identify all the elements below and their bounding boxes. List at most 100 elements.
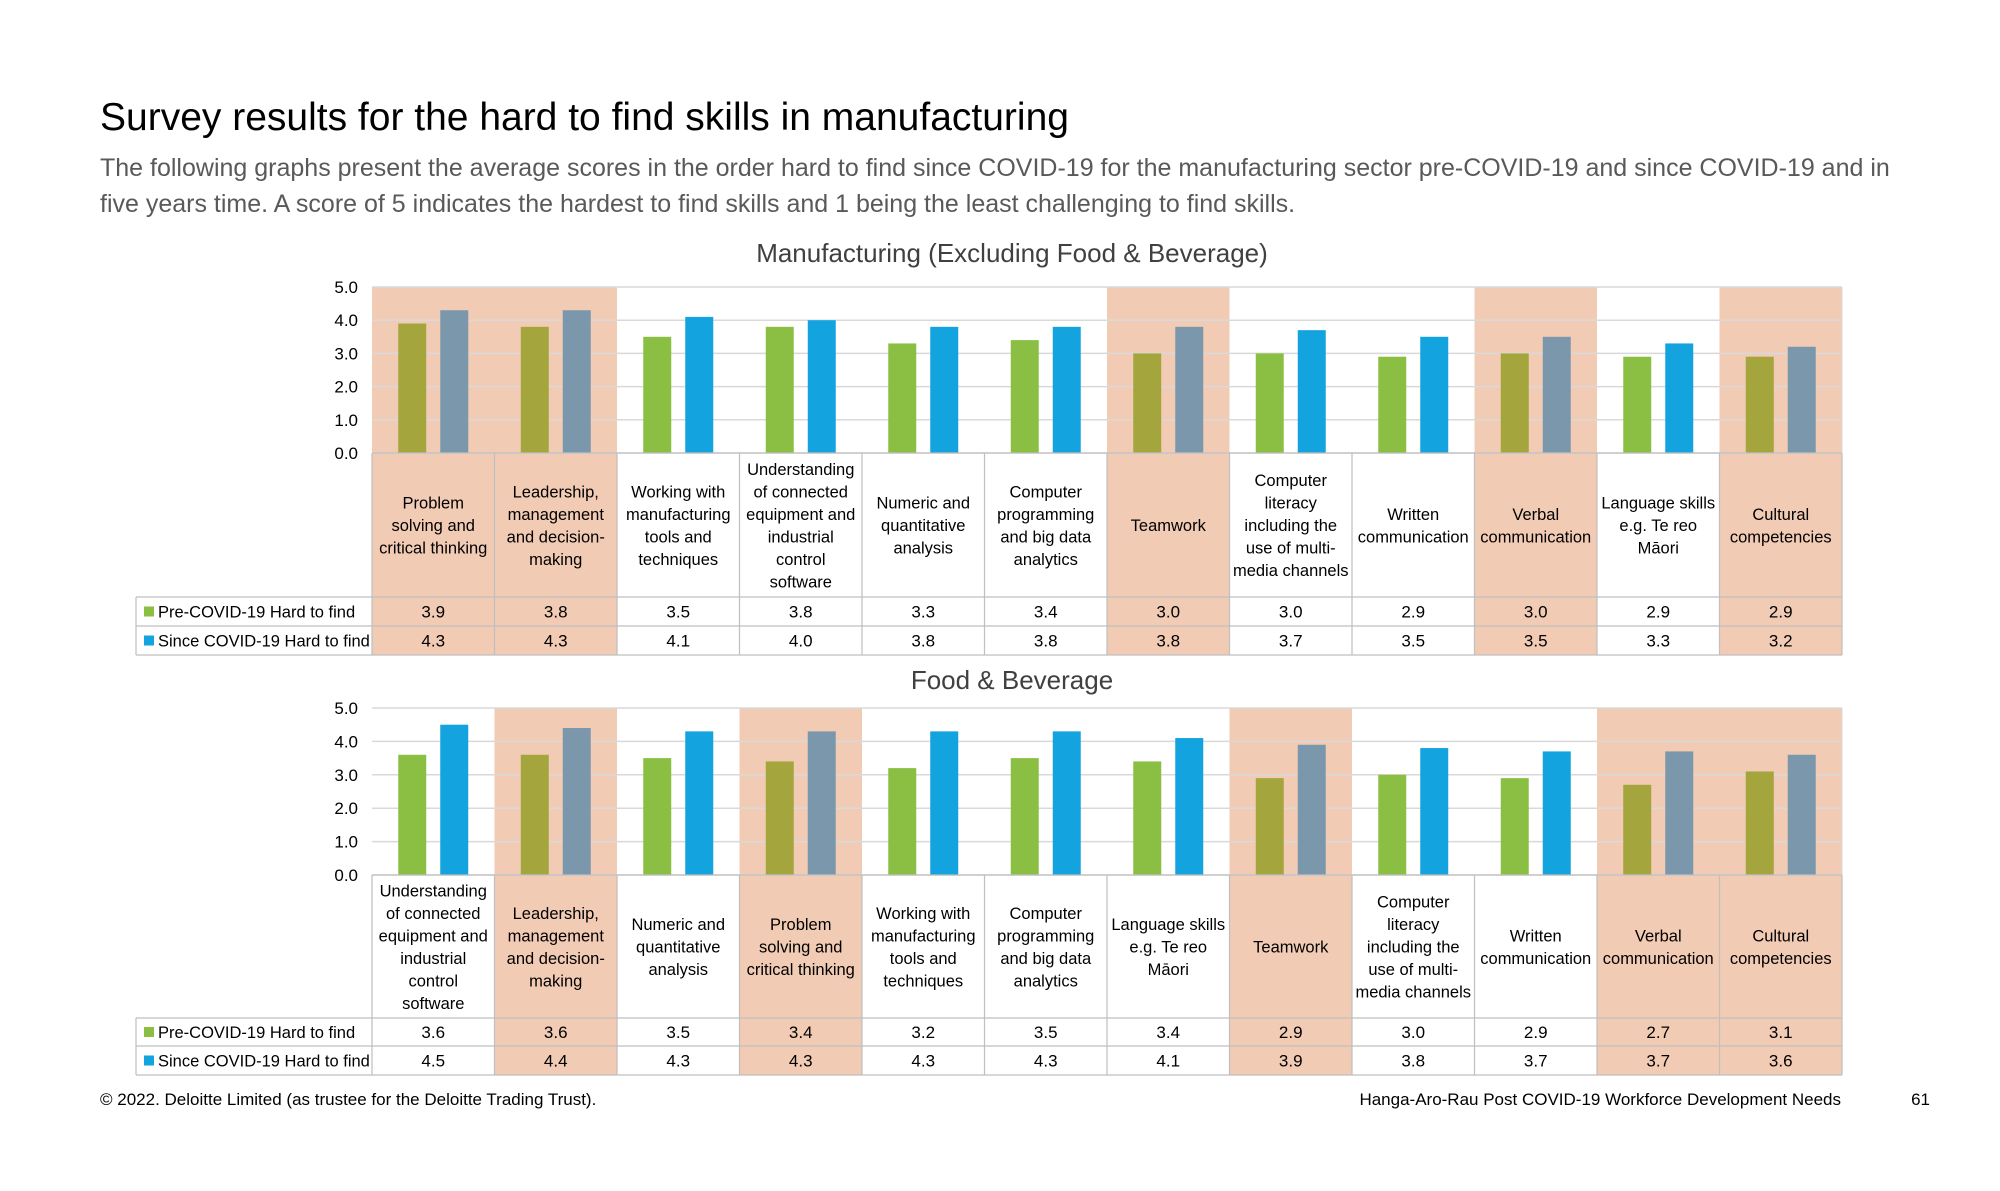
category-label-line: Understanding <box>747 461 854 479</box>
category-label-line: Verbal <box>1512 506 1559 524</box>
y-tick-label: 5.0 <box>334 278 358 297</box>
data-label: 3.5 <box>1401 632 1425 651</box>
category-label-line: of connected <box>386 905 481 923</box>
chart-title: Food & Beverage <box>911 665 1113 695</box>
category-label-line: Leadership, <box>513 905 599 923</box>
data-label: 3.2 <box>911 1023 935 1042</box>
category-label: Understanding of connected equipment and in… <box>379 882 488 1013</box>
y-tick-label: 2.0 <box>334 799 358 818</box>
category-label-line: Teamwork <box>1131 517 1207 535</box>
category-label-line: media channels <box>1233 562 1349 580</box>
y-tick-label: 0.0 <box>334 866 358 885</box>
bar-pre-covid <box>1133 353 1162 453</box>
copyright-footer: © 2022. Deloitte Limited (as trustee for… <box>100 1090 597 1109</box>
data-label: 3.9 <box>1279 1052 1303 1071</box>
bar-pre-covid <box>398 323 427 453</box>
bar-pre-covid <box>1378 774 1407 875</box>
highlight-column <box>739 708 862 1075</box>
category-label: Understanding of connected equipment and in… <box>746 461 855 592</box>
bar-pre-covid <box>1010 758 1039 875</box>
category-label-line: tools and <box>890 950 957 968</box>
category-label: Written communication <box>1480 927 1591 968</box>
category-label: Computer literacy including the use of mult… <box>1233 472 1349 580</box>
legend-label: Since COVID-19 Hard to find <box>158 633 370 651</box>
data-label: 3.6 <box>421 1023 445 1042</box>
highlight-column <box>494 287 617 655</box>
category-label-line: e.g. Te reo <box>1619 517 1697 535</box>
category-label-line: making <box>529 551 582 569</box>
category-label-line: Working with <box>876 905 970 923</box>
bar-since-covid <box>807 731 836 875</box>
category-label-line: Teamwork <box>1253 939 1329 957</box>
category-label-line: analysis <box>648 961 708 979</box>
category-label-line: critical thinking <box>379 540 487 558</box>
data-label: 3.0 <box>1156 603 1180 622</box>
category-label-line: Written <box>1510 927 1562 945</box>
bar-pre-covid <box>1500 778 1529 875</box>
category-label-line: literacy <box>1387 916 1440 934</box>
bar-since-covid <box>1175 738 1204 875</box>
category-label-line: control <box>408 972 458 990</box>
category-label-line: tools and <box>645 528 712 546</box>
chart-title: Manufacturing (Excluding Food & Beverage… <box>756 238 1268 268</box>
category-label: Teamwork <box>1131 517 1207 535</box>
category-label-line: competencies <box>1730 950 1832 968</box>
category-label: Numeric and quantitative analysis <box>631 916 725 979</box>
data-label: 2.7 <box>1646 1023 1670 1042</box>
bar-pre-covid <box>1378 356 1407 453</box>
category-label: Verbal communication <box>1603 927 1714 968</box>
highlight-column <box>1474 287 1597 655</box>
bar-pre-covid <box>1623 784 1652 875</box>
category-label-line: communication <box>1480 528 1591 546</box>
category-label-line: Māori <box>1638 540 1679 558</box>
bar-since-covid <box>685 731 714 875</box>
data-label: 3.8 <box>544 603 568 622</box>
category-label-line: equipment and <box>379 927 488 945</box>
category-label-line: of connected <box>754 483 849 501</box>
bar-pre-covid <box>765 326 794 453</box>
page-number: 61 <box>1911 1090 1930 1109</box>
bar-since-covid <box>1052 326 1081 453</box>
bar-pre-covid <box>520 754 549 875</box>
data-label: 3.8 <box>789 603 813 622</box>
data-label: 3.8 <box>1401 1052 1425 1071</box>
bar-pre-covid <box>1255 353 1284 453</box>
category-label-line: Verbal <box>1635 927 1682 945</box>
data-label: 4.3 <box>544 632 568 651</box>
category-label: Computer programming and big data analytics <box>997 483 1094 569</box>
category-label-line: and big data <box>1000 528 1092 546</box>
data-label: 3.7 <box>1279 632 1303 651</box>
bar-since-covid <box>1420 336 1449 453</box>
category-label-line: Computer <box>1010 905 1083 923</box>
y-tick-label: 1.0 <box>334 833 358 852</box>
category-label-line: analytics <box>1014 972 1078 990</box>
category-label-line: software <box>402 995 464 1013</box>
bar-pre-covid <box>765 761 794 875</box>
legend-swatch-pre <box>144 606 154 617</box>
category-label-line: solving and <box>392 517 475 535</box>
bar-pre-covid <box>520 326 549 453</box>
category-label-line: including the <box>1244 517 1337 535</box>
bar-since-covid <box>1420 748 1449 875</box>
category-label-line: e.g. Te reo <box>1129 939 1207 957</box>
bar-since-covid <box>1297 744 1326 875</box>
data-label: 3.9 <box>421 603 445 622</box>
category-label: Computer literacy including the use of mult… <box>1355 894 1471 1002</box>
category-label-line: literacy <box>1265 495 1318 513</box>
category-label-line: analysis <box>893 540 953 558</box>
data-label: 3.2 <box>1769 632 1793 651</box>
page-subtitle: The following graphs present the average… <box>100 154 1890 218</box>
category-label-line: Cultural <box>1752 927 1809 945</box>
bar-pre-covid <box>1010 340 1039 453</box>
legend-swatch-pre <box>144 1027 154 1037</box>
category-label-line: and decision- <box>507 528 605 546</box>
category-label-line: and big data <box>1000 950 1092 968</box>
bar-since-covid <box>1665 751 1694 875</box>
category-label-line: manufacturing <box>626 506 731 524</box>
data-label: 3.1 <box>1769 1023 1793 1042</box>
data-label: 3.0 <box>1524 603 1548 622</box>
bar-since-covid <box>1542 336 1571 453</box>
data-label: 3.8 <box>1156 632 1180 651</box>
bar-since-covid <box>440 310 469 453</box>
